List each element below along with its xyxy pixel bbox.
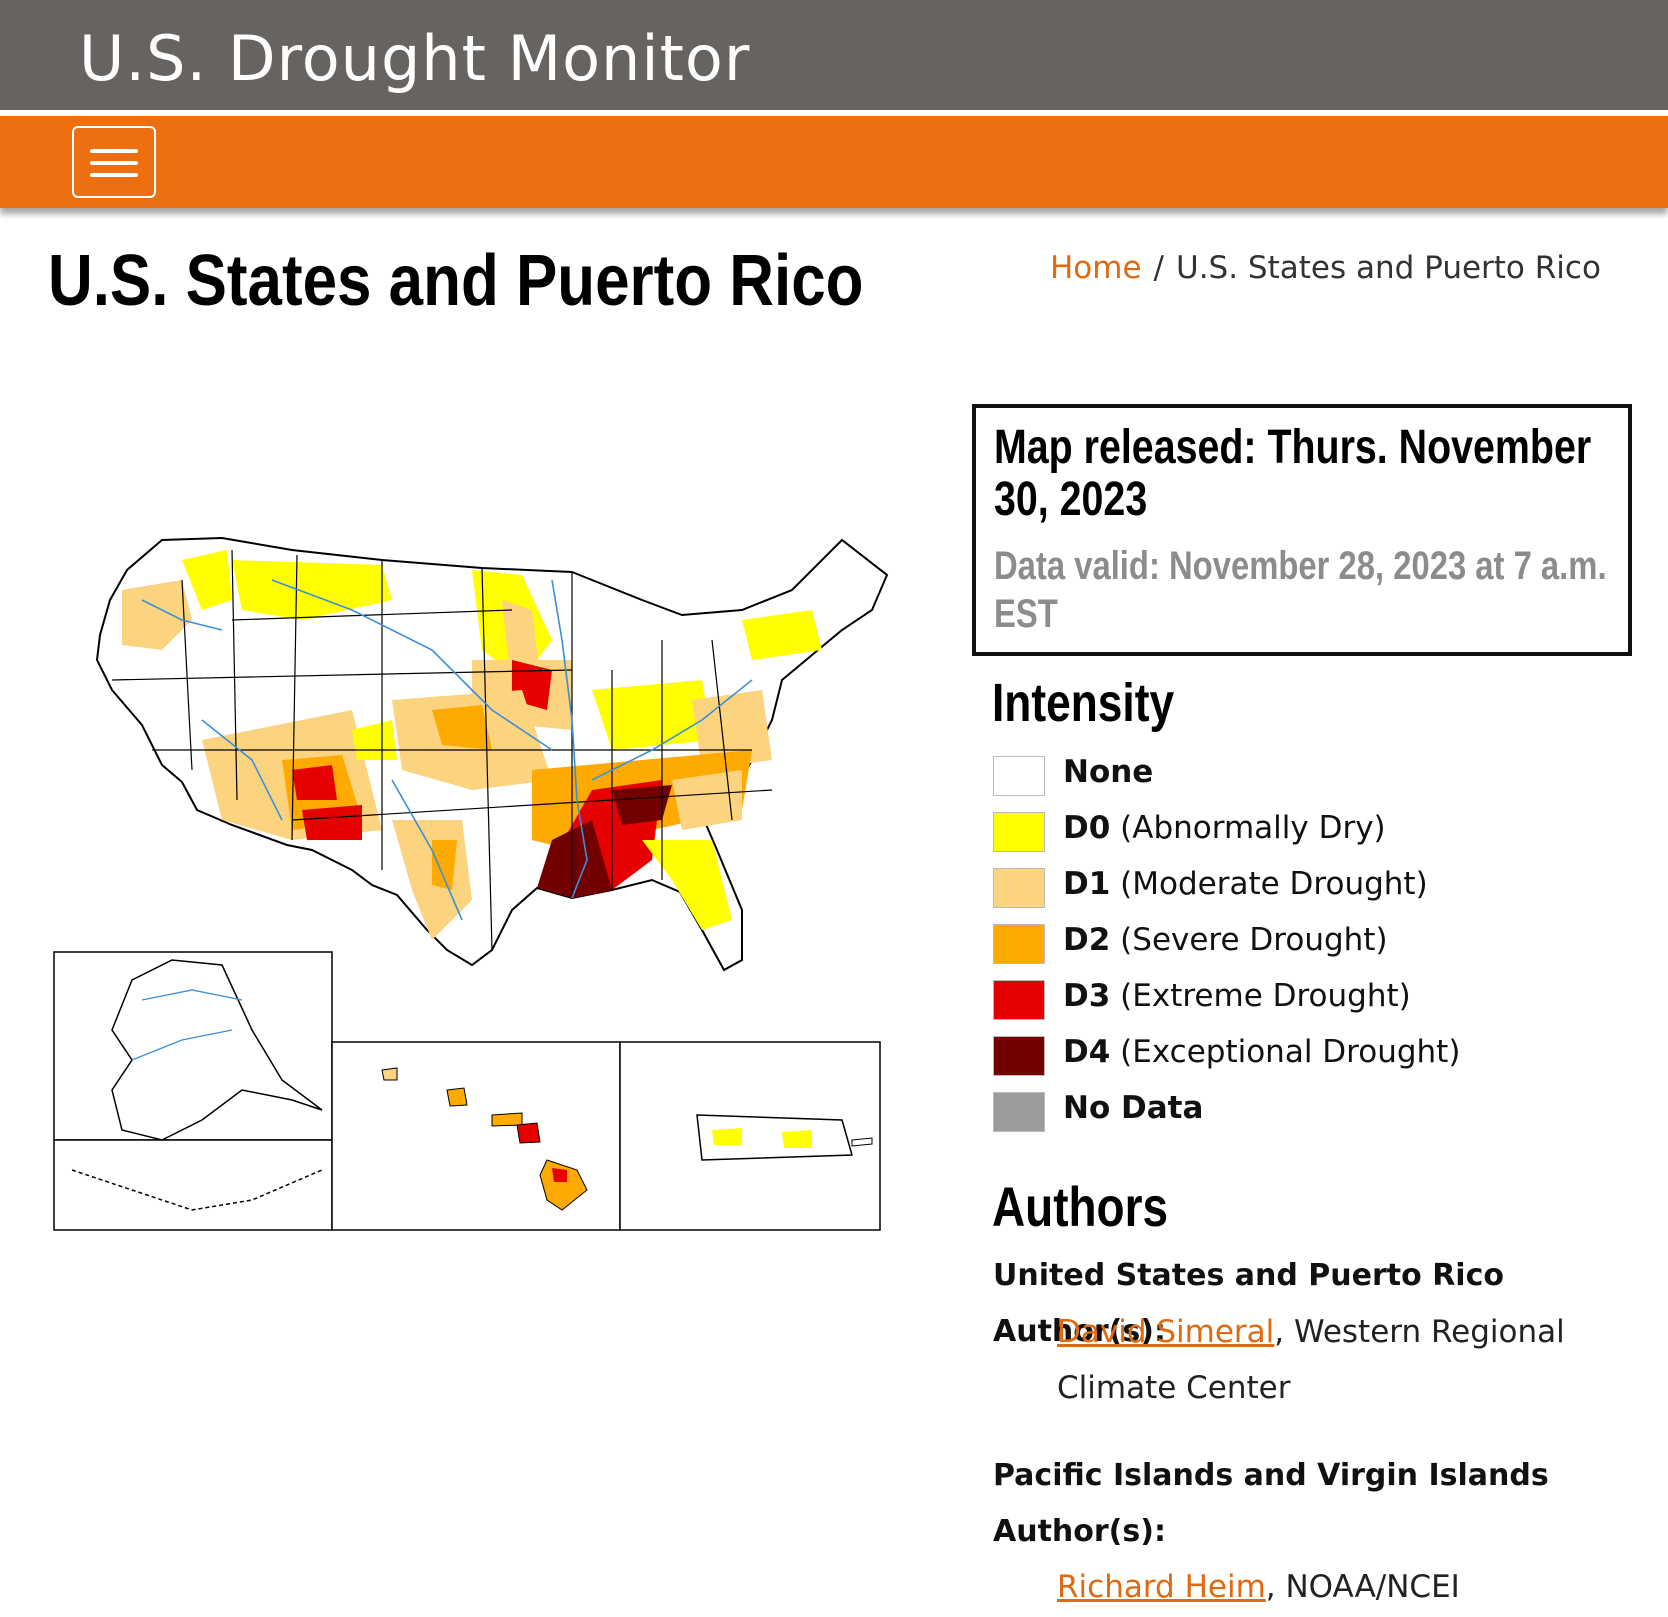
conus-map xyxy=(95,536,889,972)
legend-swatch xyxy=(993,756,1045,796)
author-entry: Richard Heim, NOAA/NCEI xyxy=(1057,1559,1617,1615)
legend-swatch xyxy=(993,1036,1045,1076)
legend-swatch xyxy=(993,924,1045,964)
author-entry: David Simeral, Western Regional Climate … xyxy=(1057,1304,1617,1416)
hawaii-inset xyxy=(331,1041,621,1231)
drought-map[interactable] xyxy=(52,520,952,1310)
menu-toggle-button[interactable] xyxy=(72,126,156,198)
hamburger-icon-bar xyxy=(90,161,138,165)
legend-code: No Data xyxy=(1063,1090,1204,1126)
legend-swatch xyxy=(993,868,1045,908)
legend-swatch xyxy=(993,812,1045,852)
breadcrumb-home-link[interactable]: Home xyxy=(1050,250,1142,286)
legend-code: D0 xyxy=(1063,810,1111,846)
legend-code: None xyxy=(1063,754,1154,790)
intensity-heading: Intensity xyxy=(992,673,1175,733)
page-title: U.S. States and Puerto Rico xyxy=(48,241,864,321)
legend-code: D4 xyxy=(1063,1034,1111,1070)
puerto-rico-inset xyxy=(619,1041,881,1231)
legend-swatch xyxy=(993,1092,1045,1132)
legend-desc: (Exceptional Drought) xyxy=(1120,1034,1461,1070)
hamburger-icon-bar xyxy=(90,173,138,177)
legend-desc: (Abnormally Dry) xyxy=(1120,810,1386,846)
authors-heading: Authors xyxy=(992,1175,1169,1238)
author-affiliation: , NOAA/NCEI xyxy=(1265,1569,1460,1605)
legend-desc: (Extreme Drought) xyxy=(1120,978,1411,1014)
author-group-title: United States and Puerto Rico Author(s): xyxy=(993,1258,1504,1349)
data-valid-date: Data valid: November 28, 2023 at 7 a.m. … xyxy=(994,544,1607,636)
nav-bar xyxy=(0,116,1668,208)
legend-code: D3 xyxy=(1063,978,1111,1014)
site-header: U.S. Drought Monitor xyxy=(0,0,1668,110)
drought-map-svg xyxy=(53,536,889,1231)
author-affiliation: , Western Regional Climate Center xyxy=(1057,1314,1565,1406)
breadcrumb-current: U.S. States and Puerto Rico xyxy=(1176,250,1601,286)
site-title[interactable]: U.S. Drought Monitor xyxy=(79,22,751,95)
hamburger-icon xyxy=(90,149,138,153)
alaska-inset xyxy=(53,951,333,1231)
author-link[interactable]: Richard Heim xyxy=(1057,1569,1266,1605)
legend-code: D1 xyxy=(1063,866,1111,902)
legend-code: D2 xyxy=(1063,922,1111,958)
map-released-date: Map released: Thurs. November 30, 2023 xyxy=(994,421,1592,526)
legend-desc: (Moderate Drought) xyxy=(1120,866,1428,902)
breadcrumb: Home / U.S. States and Puerto Rico xyxy=(1050,250,1601,286)
map-release-box: Map released: Thurs. November 30, 2023 D… xyxy=(972,404,1632,656)
header-divider xyxy=(0,110,1668,116)
legend-desc: (Severe Drought) xyxy=(1120,922,1388,958)
author-link[interactable]: David Simeral xyxy=(1057,1314,1275,1350)
breadcrumb-separator: / xyxy=(1153,250,1164,286)
legend-swatch xyxy=(993,980,1045,1020)
author-group-title: Pacific Islands and Virgin Islands Autho… xyxy=(993,1458,1549,1549)
